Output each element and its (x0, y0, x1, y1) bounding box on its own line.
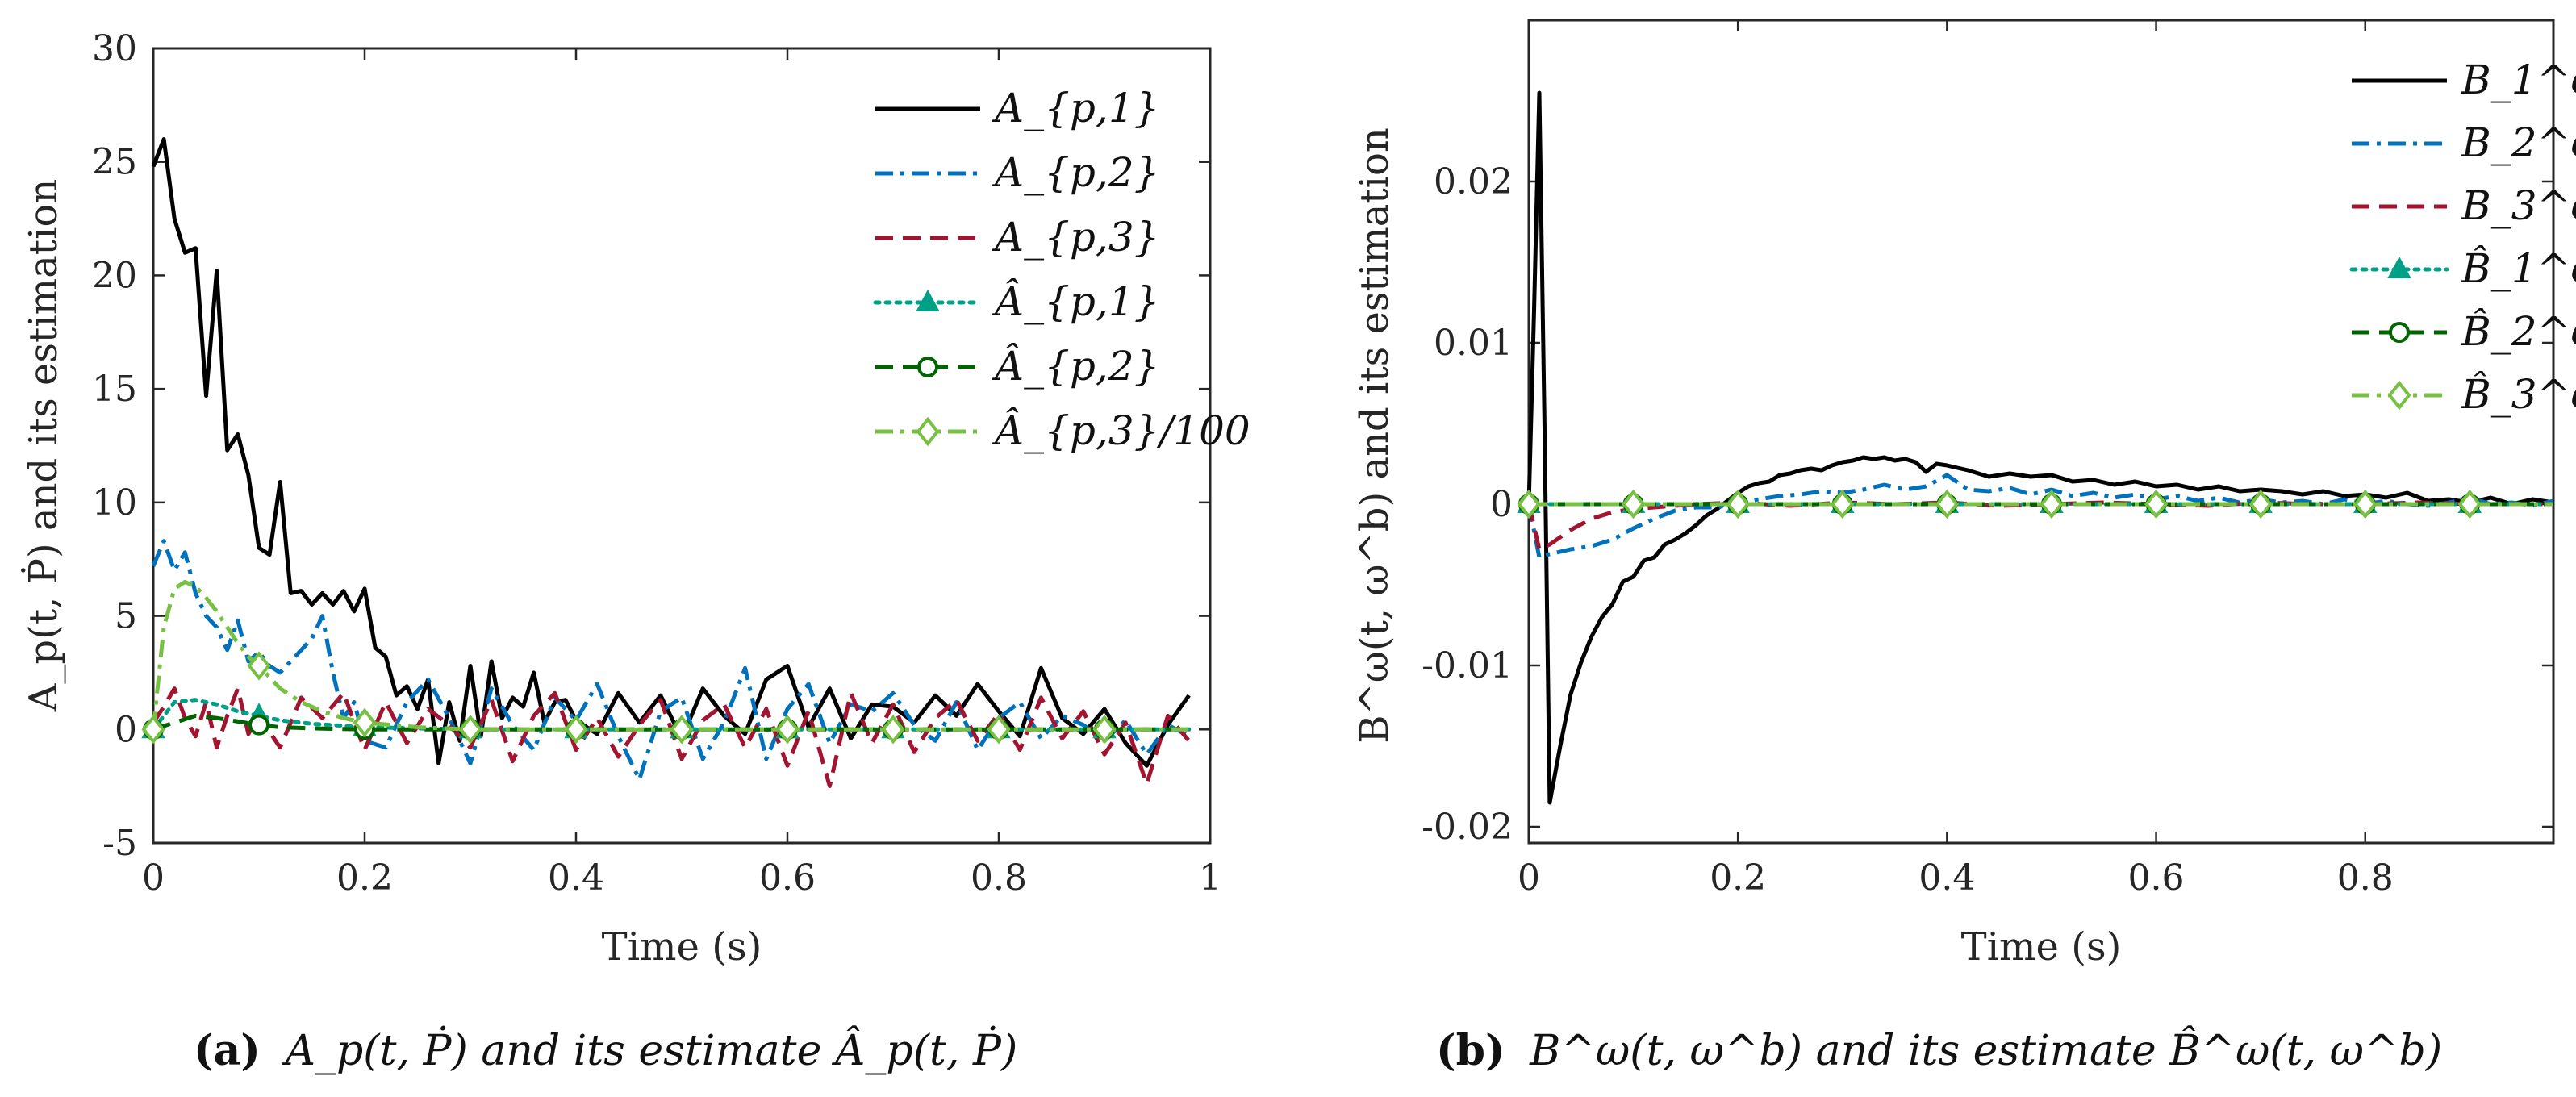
b-legend-marker-6 (2387, 380, 2411, 411)
a-series-6-marker (458, 715, 482, 745)
b-axis-ticks: 0 0.2 0.4 0.6 0.8 -0.02 -0.01 0 0.01 0.02 (1422, 20, 2553, 899)
plot-area-a (152, 47, 1212, 845)
a-series-6-marker (881, 715, 905, 745)
b-legend-marker-5 (2389, 322, 2410, 343)
b-series-6-marker (2040, 489, 2064, 519)
svg-text:(b) B^ω(t, ω^b) and its: (b) B^ω(t, ω^b) and its estimate B̂^ω(t,… (1436, 1026, 2442, 1075)
b-xtick-label: 0 (1518, 857, 1540, 899)
a-legend-marker-5 (917, 357, 938, 377)
b-series-line-1 (1526, 90, 2554, 805)
a-ytick-label: 10 (92, 482, 137, 523)
a-series-6-marker (1092, 715, 1117, 745)
b-xtick-label: 0.2 (1710, 857, 1766, 899)
caption-a: (a) A_p(t, Ṗ) and its estimate Â_p(t, Ṗ) (194, 1025, 1017, 1075)
a-series-line-1 (151, 137, 1191, 768)
a-ylabel: A_p(t, Ṗ) and its estimation (20, 179, 66, 713)
b-xtick-label: 0.4 (1918, 857, 1975, 899)
b-series-6-marker (1622, 489, 1646, 519)
b-legend-label-6: B̂_3^ω (2461, 370, 2576, 418)
a-legend-label-3: A_{p,3} (992, 214, 1159, 261)
a-legend-label-6: Â_{p,3}/100 (992, 407, 1250, 454)
a-ytick-label: 15 (92, 369, 137, 410)
a-xtick-label: 1 (1199, 857, 1221, 899)
a-series-6-marker (775, 715, 800, 745)
b-legend-label-3: B_3^ω (2461, 182, 2576, 229)
a-xtick-label: 0.8 (971, 857, 1027, 899)
b-legend-label-1: B_1^ω (2461, 56, 2576, 103)
b-series-line-2 (1526, 473, 2554, 560)
b-xtick-label: 0.6 (2128, 857, 2185, 899)
a-series-6-marker (247, 651, 271, 681)
caption-b: (b) B^ω(t, ω^b) and its estimate B̂^ω(t,… (1436, 1026, 2442, 1075)
b-xlabel: Time (s) (1961, 924, 2122, 970)
b-legend-marker-4 (2387, 256, 2411, 278)
a-legend-label-1: A_{p,1} (992, 85, 1159, 131)
b-series-6-marker (1726, 489, 1750, 519)
b-series-6-marker (1517, 489, 1541, 519)
a-series-6-marker (141, 715, 165, 745)
b-series-6-marker (1935, 489, 1959, 519)
b-series-6-marker (2144, 489, 2169, 519)
a-ytick-label: 5 (115, 596, 137, 637)
a-series-lines (151, 137, 1192, 789)
a-ytick-label: 0 (115, 709, 137, 750)
plot-area-b (1527, 19, 2555, 845)
b-series-6-marker (2353, 489, 2378, 519)
a-series-6-marker (670, 715, 694, 745)
b-ytick-label: 0.01 (1434, 323, 1513, 364)
a-ytick-label: -5 (102, 823, 137, 864)
b-ytick-label: -0.01 (1422, 645, 1513, 686)
caption-b-label: (b) (1436, 1026, 1505, 1075)
b-legend-label-5: B̂_2^ω (2461, 307, 2576, 355)
a-legend-label-2: A_{p,2} (992, 149, 1159, 196)
a-ytick-label: 30 (92, 28, 137, 69)
a-ytick-label: 20 (92, 255, 137, 296)
b-legend-label-2: B_2^ω (2461, 119, 2576, 166)
panel-b: 0 0.2 0.4 0.6 0.8 -0.02 -0.01 0 0.01 0.02 Time (s… (1352, 19, 2576, 970)
a-xtick-label: 0.6 (759, 857, 816, 899)
a-xlabel: Time (s) (602, 924, 762, 970)
caption-a-text: A_p(t, Ṗ) and its estimate Â_p(t, Ṗ) (282, 1025, 1017, 1075)
b-legend-label-4: B̂_1^ω (2461, 244, 2576, 292)
b-legend: B_1^ω B_2^ω B_3^ω B̂_1^ω B̂_2^ω B̂_3^ω (2349, 56, 2576, 418)
a-ytick-label: 25 (92, 142, 137, 183)
a-legend-marker-4 (916, 289, 940, 311)
a-xtick-label: 0 (142, 857, 165, 899)
caption-b-text: B^ω(t, ω^b) and its estimate B̂^ω(t, ω^b… (1529, 1026, 2442, 1075)
b-ytick-label: 0 (1490, 484, 1513, 525)
a-series-markers (141, 651, 1117, 745)
a-xtick-label: 0.4 (548, 857, 604, 899)
b-series-6-marker (2457, 489, 2482, 519)
a-series-6-marker (564, 715, 588, 745)
b-xtick-label: 0.8 (2337, 857, 2394, 899)
a-legend: A_{p,1} A_{p,2} A_{p,3} Â_{p,1} Â_{p,2} Â_{p,… (873, 85, 1250, 454)
a-series-5-marker (248, 714, 269, 736)
a-series-6-marker (353, 707, 377, 738)
a-xtick-label: 0.2 (336, 857, 393, 899)
a-series-6-marker (987, 715, 1011, 745)
a-legend-marker-6 (916, 416, 940, 447)
b-ylabel: B^ω(t, ω^b) and its estimation (1352, 127, 1397, 744)
b-ytick-label: -0.02 (1422, 807, 1513, 848)
caption-a-label: (a) (194, 1026, 261, 1075)
b-series-markers (1517, 489, 2482, 519)
a-legend-label-5: Â_{p,2} (992, 342, 1159, 390)
svg-text:(a) A_p(t, Ṗ) and its es: (a) A_p(t, Ṗ) and its estimate Â_p(t, Ṗ) (194, 1025, 1017, 1075)
b-ytick-label: 0.02 (1434, 161, 1513, 202)
a-legend-label-4: Â_{p,1} (992, 277, 1159, 325)
a-series-line-3 (151, 686, 1191, 789)
b-series-6-marker (2248, 489, 2273, 519)
a-series-line-2 (151, 539, 1190, 782)
b-series-6-marker (1831, 489, 1855, 519)
